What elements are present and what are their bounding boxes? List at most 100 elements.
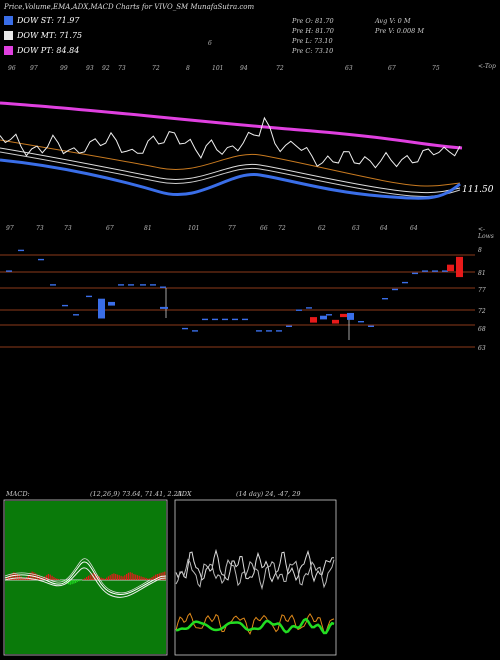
price-dash (202, 318, 208, 321)
y-axis-label: 8 (478, 247, 482, 254)
low-number: 101 (188, 225, 199, 232)
macd-bar (78, 580, 80, 582)
macd-bar (55, 578, 57, 580)
macd-bar (106, 577, 108, 580)
macd-bar (9, 574, 11, 580)
ema-blue-line (0, 158, 461, 200)
low-number: 97 (6, 225, 14, 232)
chart-header: Price,Volume,EMA,ADX,MACD Charts for VIV… (4, 3, 255, 11)
macd-bar (44, 576, 46, 580)
macd-bar (147, 578, 149, 580)
macd-bar (49, 574, 51, 580)
top-marker: 6 (208, 40, 212, 47)
legend-dow-st-label: DOW ST: 71.97 (17, 16, 80, 25)
price-dash (128, 284, 134, 286)
ema-magenta-line (0, 101, 463, 150)
price-dash (256, 330, 262, 332)
price-dash (62, 304, 68, 307)
macd-bar (113, 573, 115, 580)
price-dash (86, 295, 92, 298)
macd-panel-fill (5, 501, 166, 654)
legend-dow-pt-label: DOW PT: 84.84 (17, 46, 80, 55)
macd-bar (80, 580, 82, 581)
adx-panel (174, 499, 337, 656)
price-dash (306, 307, 312, 309)
macd-bar (69, 580, 71, 585)
ema-white-line-1 (0, 147, 461, 194)
macd-bar (104, 578, 106, 580)
y-axis-label: 63 (478, 345, 486, 352)
top-number: 97 (30, 65, 38, 72)
adx-line (175, 617, 335, 635)
macd-bar (29, 572, 31, 580)
macd-bar (126, 574, 128, 580)
top-number: 99 (60, 65, 68, 72)
price-dash (368, 325, 374, 327)
low-number: 81 (144, 225, 152, 232)
lows-label: <-Lows (478, 226, 494, 240)
macd-bar (115, 574, 117, 580)
macd-bar (71, 580, 73, 585)
low-number: 62 (318, 225, 326, 232)
legend-swatch-blue (4, 16, 13, 25)
legend-swatch-magenta (4, 46, 13, 55)
candle (447, 264, 454, 272)
macd-bar (87, 575, 89, 580)
top-label: <-Top (478, 63, 496, 70)
macd-bar (76, 580, 79, 582)
price-dash (266, 330, 272, 332)
macd-bar (24, 578, 26, 580)
macd-bar (84, 578, 86, 580)
top-number: 101 (212, 65, 223, 72)
macd-bar (51, 575, 53, 580)
macd-bar (15, 572, 17, 580)
macd-line-2 (4, 558, 151, 594)
top-number: 72 (152, 65, 160, 72)
macd-bar (53, 577, 55, 580)
macd-bar (151, 577, 153, 580)
legend-dow-mt: DOW MT: 71.75 (4, 31, 82, 40)
low-number: 66 (260, 225, 268, 232)
macd-bar (64, 580, 66, 583)
low-number: 67 (106, 225, 114, 232)
price-dash (118, 284, 124, 286)
macd-bar (118, 575, 120, 580)
price-dash (140, 284, 146, 286)
macd-bar (111, 574, 113, 580)
price-dash (192, 330, 198, 332)
legend-dow-mt-label: DOW MT: 71.75 (17, 31, 83, 40)
price-dash (412, 272, 418, 275)
price-bands (0, 254, 475, 348)
price-dash (38, 258, 44, 261)
pre-low: Pre L: 73.10 (292, 37, 333, 45)
macd-bar (27, 575, 29, 580)
pre-volume: Pre V: 0.008 M (375, 27, 425, 35)
price-dash (212, 318, 218, 321)
candle (340, 313, 347, 318)
price-dashes (6, 249, 448, 340)
macd-bar (116, 574, 119, 580)
macd-bar (131, 572, 133, 580)
macd-bar (129, 572, 131, 580)
macd-bar (16, 574, 19, 580)
macd-bar (56, 578, 59, 580)
price-dash (18, 249, 24, 252)
price-dash (358, 321, 364, 323)
macd-bar (138, 575, 140, 580)
y-axis-labels: 8 81 77 72 68 63 (478, 247, 486, 352)
macd-bar (124, 575, 126, 580)
macd-bar (158, 573, 160, 580)
adx-di-minus-line (175, 612, 335, 636)
macd-signal-line (4, 567, 167, 598)
price-dash (286, 325, 292, 327)
top-numbers: 96 97 99 93 92 73 72 8 101 94 72 63 67 75 (8, 65, 440, 72)
low-number: 64 (380, 225, 388, 232)
price-dash (276, 330, 282, 332)
macd-bar (7, 576, 9, 580)
price-dash (50, 284, 56, 286)
macd-bar (109, 575, 111, 580)
top-number: 92 (102, 65, 110, 72)
price-dash (402, 281, 408, 284)
